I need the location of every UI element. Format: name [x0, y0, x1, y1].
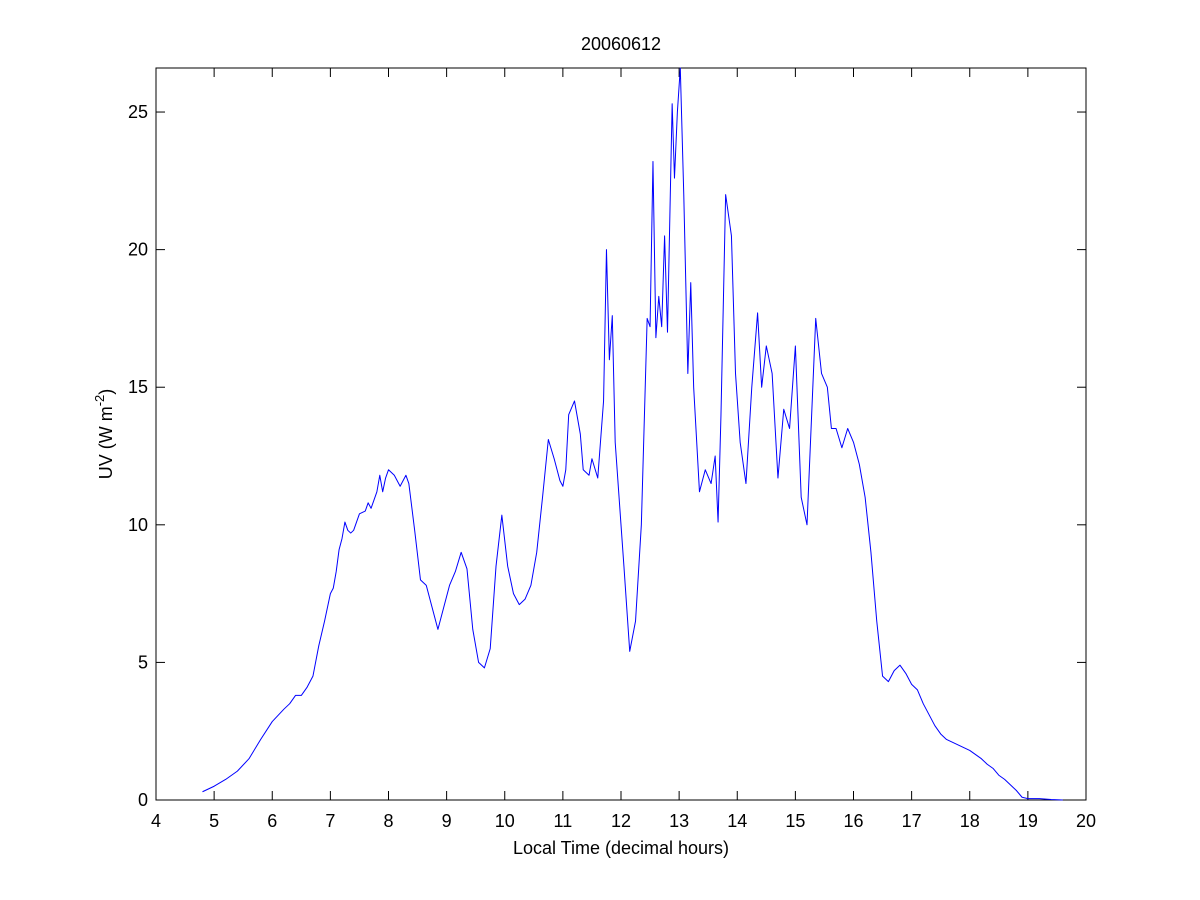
y-label-text: UV (W m: [96, 406, 116, 479]
y-tick-label: 15: [128, 377, 148, 397]
x-tick-label: 12: [611, 811, 631, 831]
x-tick-label: 16: [843, 811, 863, 831]
x-tick-label: 10: [495, 811, 515, 831]
y-tick-label: 25: [128, 102, 148, 122]
y-tick-label: 5: [138, 652, 148, 672]
x-axis-label: Local Time (decimal hours): [513, 838, 729, 858]
y-label-exponent: -2: [92, 395, 107, 407]
x-tick-label: 8: [383, 811, 393, 831]
x-tick-label: 20: [1076, 811, 1096, 831]
x-tick-label: 9: [442, 811, 452, 831]
x-tick-label: 11: [554, 811, 573, 831]
x-tick-label: 5: [209, 811, 219, 831]
y-label-end: ): [96, 389, 116, 395]
x-tick-label: 19: [1018, 811, 1038, 831]
y-tick-label: 10: [128, 515, 148, 535]
x-tick-label: 17: [902, 811, 922, 831]
y-tick-label: 20: [128, 240, 148, 260]
x-tick-label: 13: [669, 811, 689, 831]
chart-title: 20060612: [581, 34, 661, 54]
x-tick-label: 18: [960, 811, 980, 831]
x-tick-label: 14: [727, 811, 747, 831]
x-tick-label: 15: [785, 811, 805, 831]
y-axis-label: UV (W m-2): [92, 389, 116, 480]
data-line: [202, 67, 1063, 801]
y-tick-label: 0: [138, 790, 148, 810]
x-tick-label: 4: [151, 811, 161, 831]
x-tick-label: 6: [267, 811, 277, 831]
x-tick-label: 7: [325, 811, 335, 831]
